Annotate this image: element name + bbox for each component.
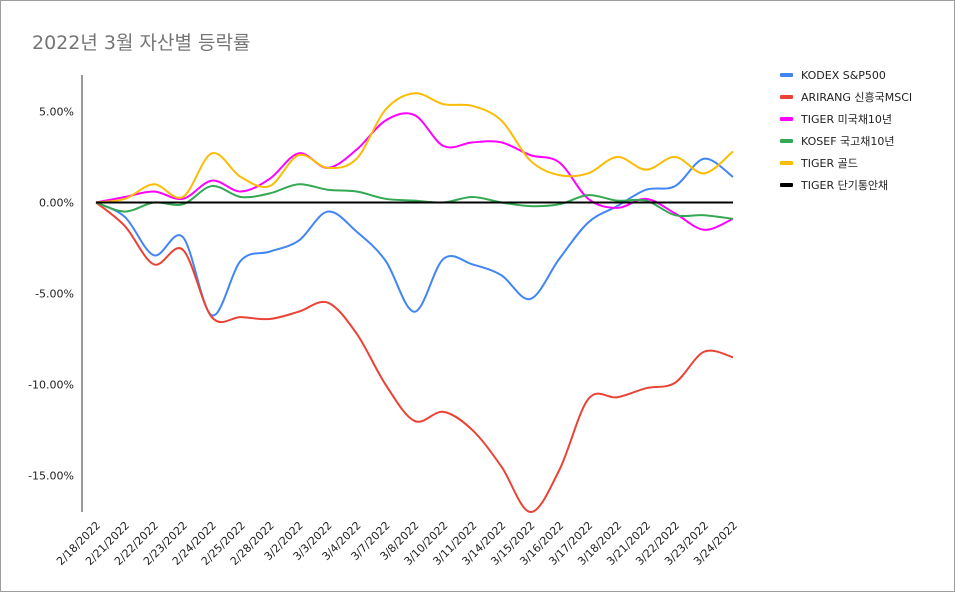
y-tick-label: 5.00% [39,105,74,118]
legend-swatch [780,161,793,165]
legend-swatch [780,73,793,77]
legend-label: KODEX S&P500 [801,69,886,82]
series-line-kodex-s-p500 [95,157,734,317]
legend-label: ARIRANG 신흥국MSCI [801,90,912,104]
series-lines [95,92,734,513]
legend-swatch [780,183,793,187]
y-tick-label: -15.00% [28,470,74,483]
series-line-tiger [95,92,734,204]
y-tick-label: -5.00% [35,288,74,301]
series-line-arirang-msci [95,201,734,513]
legend-label: KOSEF 국고채10년 [801,135,895,148]
legend-label: TIGER 미국채10년 [800,113,892,126]
series-line-kosef-10 [95,183,734,220]
legend: KODEX S&P500 ARIRANG 신흥국MSCI TIGER 미국채10년 K… [780,69,912,192]
legend-swatch [780,117,793,121]
series-line-tiger-10 [95,112,734,231]
legend-label: TIGER 골드 [800,157,858,170]
legend-swatch [780,139,793,143]
chart-title: 2022년 3월 자산별 등락률 [32,32,251,54]
legend-swatch [780,95,793,99]
x-axis-labels: 2/18/20222/21/20222/22/20222/23/20222/24… [54,519,740,568]
legend-label: TIGER 단기통안채 [800,179,888,192]
y-tick-label: -10.00% [28,379,74,392]
y-axis-labels: 5.00% 0.00% -5.00% -10.00% -15.00% [28,105,74,482]
y-tick-label: 0.00% [39,196,74,209]
